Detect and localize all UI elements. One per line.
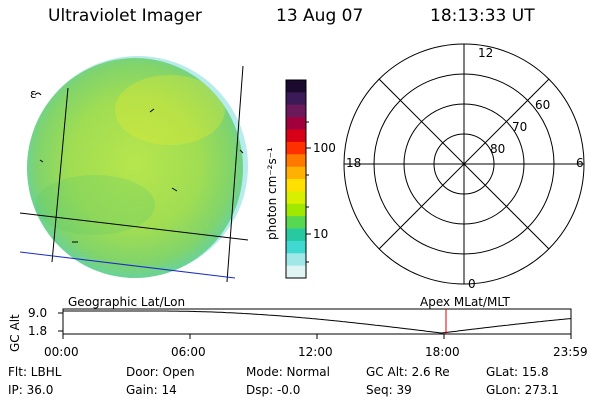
colorbar-tick-100: 100 [313,141,336,155]
color-bar-segment [286,179,306,192]
x-tick-label-0000: 00:00 [44,345,79,359]
longitude-line [226,65,244,283]
glat-info: GLat: 15.8 [486,365,549,379]
mlat-label-60: 60 [535,98,551,112]
mlt-label-0: 0 [468,277,476,291]
equator-line [19,251,236,279]
color-bar-segment [286,80,306,93]
earth-texture [27,58,243,278]
y-tick-label-9: 9.0 [28,306,48,320]
mlt-label-6: 6 [576,156,584,170]
colorbar-unit-label: photon cm⁻²s⁻¹ [265,147,279,240]
instrument-title: Ultraviolet Imager [48,6,202,26]
gain-info: Gain: 14 [126,383,177,397]
mlt-label-12: 12 [478,46,494,60]
gc-alt-info: GC Alt: 2.6 Re [366,365,450,379]
polar-diagonal [378,78,550,250]
coastline [171,187,178,192]
ip-info: IP: 36.0 [8,383,54,397]
gc-alt-axis-title: GC Alt [8,314,22,352]
altitude-curve [63,310,572,334]
color-bar-segment [286,216,306,230]
date-label: 13 Aug 07 [276,6,364,26]
x-tick-label-1200: 12:00 [298,345,333,359]
color-bar-segment [286,141,306,155]
pole-symbol: ɛ [30,87,37,101]
seq-info: Seq: 39 [366,383,412,397]
coastline [34,92,42,96]
x-tick-label-2359: 23:59 [553,345,588,359]
color-bar-segment [286,240,306,254]
color-bar-segment [286,117,306,131]
color-bar-segment [286,129,306,143]
color-bar-segment [286,203,306,217]
color-bar-segment [286,104,306,118]
color-bar-segment [286,166,306,180]
bright-region [115,75,225,145]
dsp-info: Dsp: -0.0 [246,383,301,397]
color-bar-segment [286,265,306,279]
latitude-line [19,212,249,241]
coastline [149,108,155,113]
color-bar-segment [286,154,306,168]
dim-region [35,175,155,235]
geographic-label: Geographic Lat/Lon [68,295,186,309]
door-info: Door: Open [126,365,195,379]
y-tick-label-1: 1.8 [28,324,48,338]
time-label: 18:13:33 UT [430,6,535,26]
color-bar-frame [285,79,307,279]
timeline-frame [62,308,572,335]
mlat-label-70: 70 [512,120,528,134]
mlat-label-80: 80 [490,142,506,156]
color-bar-segment [286,253,306,267]
auroral-image [19,56,249,283]
x-tick-label-1800: 18:00 [425,345,460,359]
mlt-label-18: 18 [346,156,362,170]
longitude-line [51,87,69,263]
coastline [39,159,44,163]
filter-info: Flt: LBHL [8,365,62,379]
mode-info: Mode: Normal [246,365,330,379]
color-bar [286,80,306,279]
polar-grid [343,43,585,285]
color-bar-segment [286,228,306,242]
colorbar-tick-10: 10 [313,227,329,241]
x-tick-label-0600: 06:00 [171,345,206,359]
coastline [239,149,244,154]
color-bar-segment [286,191,306,205]
glon-info: GLon: 273.1 [486,383,559,397]
apex-label: Apex MLat/MLT [420,295,510,309]
color-bar-segment [286,92,306,106]
